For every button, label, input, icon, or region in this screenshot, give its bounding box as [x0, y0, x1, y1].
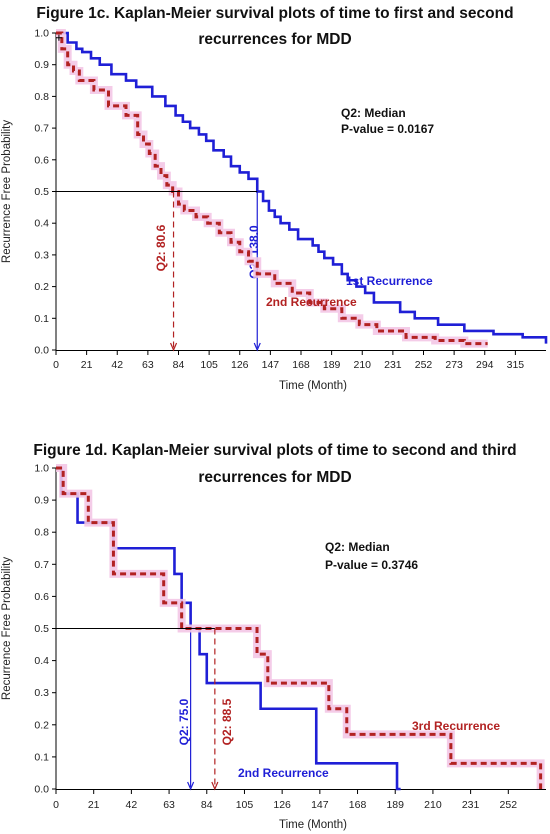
x-tick-label: 168 [292, 359, 310, 371]
y-tick-label: 0.8 [34, 91, 49, 103]
x-tick-label: 147 [262, 359, 280, 371]
x-tick-label: 126 [231, 359, 249, 371]
median-arrow-head [253, 342, 261, 352]
start-censor-mark [55, 34, 62, 41]
chart-panel-1c: Figure 1c. Kaplan-Meier survival plots o… [1, 5, 548, 392]
series-line-3rd-recurrence [56, 466, 543, 789]
y-tick-label: 0.2 [34, 281, 49, 293]
series-line-1st-recurrence [56, 31, 548, 344]
x-tick-label: 126 [273, 799, 291, 811]
x-tick-label: 63 [163, 799, 175, 811]
y-tick-label: 0.0 [34, 784, 49, 796]
x-tick-label: 231 [462, 799, 480, 811]
y-tick-label: 0.2 [34, 719, 49, 731]
y-tick-label: 0.9 [34, 59, 49, 71]
x-tick-label: 189 [386, 799, 404, 811]
x-tick-label: 273 [445, 359, 463, 371]
median-arrow-head [169, 342, 178, 352]
x-tick-label: 84 [173, 359, 185, 371]
x-axis-label: Time (Month) [279, 819, 347, 831]
x-tick-label: 42 [126, 799, 138, 811]
series-name-label: 3rd Recurrence [412, 719, 500, 733]
x-tick-label: 42 [111, 359, 123, 371]
x-tick-label: 105 [236, 799, 254, 811]
x-tick-label: 231 [384, 359, 402, 371]
y-tick-label: 0.8 [34, 527, 49, 539]
y-tick-label: 0.1 [34, 751, 49, 763]
series-name-label: 2nd Recurrence [266, 295, 357, 309]
chart-title-line: Figure 1c. Kaplan-Meier survival plots o… [36, 5, 513, 22]
series-line-2nd-recurrence [56, 466, 401, 791]
median-value-label: Q2: 80.6 [154, 224, 168, 271]
x-tick-label: 63 [142, 359, 154, 371]
y-tick-label: 0.4 [34, 655, 49, 667]
y-tick-label: 0.7 [34, 123, 49, 135]
y-tick-label: 0.3 [34, 687, 49, 699]
x-tick-label: 189 [323, 359, 341, 371]
y-tick-label: 0.7 [34, 559, 49, 571]
x-tick-label: 21 [88, 799, 100, 811]
x-tick-label: 147 [311, 799, 329, 811]
y-tick-label: 0.4 [34, 218, 49, 230]
y-tick-label: 1.0 [34, 28, 49, 40]
y-tick-label: 1.0 [34, 463, 49, 475]
series-name-label: 2nd Recurrence [238, 766, 329, 780]
x-tick-label: 0 [53, 799, 59, 811]
median-value-label: Q2: 88.5 [220, 698, 234, 745]
x-tick-label: 21 [81, 359, 93, 371]
series-line-2nd-recurrence [56, 31, 488, 346]
chart-title-line: recurrences for MDD [198, 469, 351, 486]
median-arrow-head [187, 781, 195, 791]
x-tick-label: 252 [415, 359, 433, 371]
median-annotation-line: Q2: Median [325, 540, 390, 554]
median-annotation-line: Q2: Median [341, 106, 406, 120]
x-tick-label: 105 [200, 359, 218, 371]
y-tick-label: 0.1 [34, 313, 49, 325]
x-tick-label: 252 [500, 799, 518, 811]
x-tick-label: 210 [424, 799, 442, 811]
y-axis-label: Recurrence Free Probability [1, 120, 13, 263]
x-tick-label: 0 [53, 359, 59, 371]
y-tick-label: 0.0 [34, 345, 49, 357]
y-axis-label: Recurrence Free Probability [1, 557, 13, 700]
series-name-label: 1st Recurrence [346, 274, 433, 288]
x-tick-label: 315 [507, 359, 525, 371]
median-arrow-head [211, 781, 219, 791]
chart-panel-1d: Figure 1d. Kaplan-Meier survival plots o… [1, 442, 546, 831]
x-tick-label: 294 [476, 359, 494, 371]
y-tick-label: 0.5 [34, 186, 49, 198]
x-tick-label: 168 [349, 799, 367, 811]
median-annotation-line: P-value = 0.3746 [325, 558, 418, 572]
y-tick-label: 0.5 [34, 623, 49, 635]
median-annotation-line: P-value = 0.0167 [341, 122, 434, 136]
y-tick-label: 0.6 [34, 591, 49, 603]
x-tick-label: 210 [353, 359, 371, 371]
x-tick-label: 84 [201, 799, 213, 811]
y-tick-label: 0.9 [34, 495, 49, 507]
chart-title-line: Figure 1d. Kaplan-Meier survival plots o… [33, 442, 516, 459]
y-tick-label: 0.3 [34, 249, 49, 261]
chart-title-line: recurrences for MDD [198, 31, 351, 48]
y-tick-label: 0.6 [34, 154, 49, 166]
median-value-label: Q2: 75.0 [177, 698, 191, 745]
x-axis-label: Time (Month) [279, 380, 347, 392]
